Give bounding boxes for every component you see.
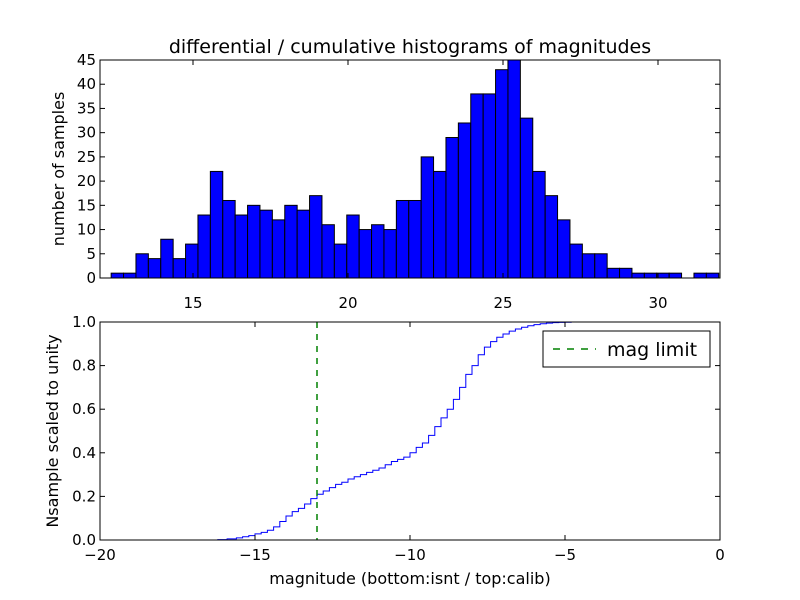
histogram-bar xyxy=(135,253,149,279)
histogram-bar xyxy=(346,214,360,279)
histogram-bar xyxy=(433,170,447,279)
cumulative-ticks: −20 −15 −10 −5 0 0.0 0.2 0.4 0.6 0.8 1.0 xyxy=(72,313,725,564)
histogram-y-tick-label: 10 xyxy=(77,221,96,239)
cumulative-y-tick-label: 0.2 xyxy=(72,487,96,505)
cumulative-x-tick-label: −15 xyxy=(239,546,271,564)
cumulative-y-tick-label: 0.8 xyxy=(72,357,96,375)
cumulative-panel: −20 −15 −10 −5 0 0.0 0.2 0.4 0.6 0.8 1.0 Nsample s… xyxy=(43,313,725,588)
histogram-bar xyxy=(160,238,174,279)
cumulative-y-tick-label: 0.6 xyxy=(72,400,96,418)
histogram-y-tick-label: 30 xyxy=(77,124,96,142)
histogram-bar xyxy=(172,258,187,279)
chart-title: differential / cumulative histograms of … xyxy=(169,36,651,58)
cumulative-y-tick-label: 1.0 xyxy=(72,313,96,331)
histogram-y-tick-label: 20 xyxy=(77,172,96,190)
histogram-panel: differential / cumulative histograms of … xyxy=(49,36,721,312)
histogram-x-tick-label: 20 xyxy=(338,294,357,312)
cumulative-step-line xyxy=(100,321,721,541)
cumulative-x-tick-label: −20 xyxy=(84,546,116,564)
histogram-bar xyxy=(457,122,472,279)
cumulative-lines xyxy=(100,321,721,541)
histogram-bar xyxy=(470,93,484,279)
cumulative-x-tick-label: −5 xyxy=(554,546,576,564)
cumulative-x-label: magnitude (bottom:isnt / top:calib) xyxy=(269,569,550,588)
histogram-y-tick-label: 5 xyxy=(86,245,96,263)
histogram-bar xyxy=(123,272,137,279)
cumulative-x-tick-label: −10 xyxy=(394,546,426,564)
histogram-bar xyxy=(445,137,459,279)
histogram-bar xyxy=(519,117,534,279)
histogram-y-tick-label: 15 xyxy=(77,196,96,214)
histogram-bar xyxy=(395,199,410,279)
histogram-bar xyxy=(619,267,633,279)
histogram-bar xyxy=(333,243,348,279)
histogram-bar xyxy=(296,209,311,279)
histogram-bar xyxy=(209,170,224,279)
histogram-y-tick-label: 0 xyxy=(86,269,96,287)
histogram-bar xyxy=(197,214,211,279)
histogram-bar xyxy=(569,243,583,279)
histogram-bar xyxy=(147,258,162,279)
histogram-bar xyxy=(420,156,435,279)
cumulative-y-label: Nsample scaled to unity xyxy=(43,334,62,527)
histogram-bar xyxy=(631,272,645,279)
histogram-bar xyxy=(668,272,683,279)
histogram-y-tick-label: 35 xyxy=(77,99,96,117)
histogram-bar xyxy=(482,93,497,279)
histogram-bar xyxy=(358,229,373,279)
histogram-bar xyxy=(594,253,608,279)
histogram-axes-frame xyxy=(99,59,721,279)
histogram-bar xyxy=(693,272,707,279)
histogram-y-tick-label: 40 xyxy=(77,75,96,93)
histogram-bar xyxy=(259,209,273,279)
histogram-bar xyxy=(321,224,335,279)
histogram-bar xyxy=(222,199,236,279)
legend: mag limit xyxy=(542,330,711,368)
histogram-y-tick-label: 45 xyxy=(77,51,96,69)
histogram-x-tick-label: 30 xyxy=(648,294,667,312)
histogram-bar xyxy=(271,219,286,279)
histogram-bar xyxy=(705,272,720,279)
histogram-bar xyxy=(284,204,298,279)
legend-mag-limit-label: mag limit xyxy=(607,339,697,361)
histogram-bar xyxy=(656,272,670,279)
histogram-bar xyxy=(185,243,199,279)
histogram-y-tick-label: 25 xyxy=(77,148,96,166)
cumulative-y-tick-label: 0.0 xyxy=(72,531,96,549)
histogram-bar xyxy=(507,59,521,279)
histogram-bar xyxy=(643,272,658,279)
histogram-bar xyxy=(532,170,546,279)
histogram-bar xyxy=(544,195,559,279)
histogram-x-tick-label: 25 xyxy=(493,294,512,312)
histogram-bar xyxy=(557,219,571,279)
histogram-bar xyxy=(247,204,261,279)
cumulative-axes-frame xyxy=(99,321,721,541)
histogram-bar xyxy=(371,224,385,279)
cumulative-y-tick-label: 0.4 xyxy=(72,444,96,462)
histogram-bar xyxy=(110,272,125,279)
histogram-bar xyxy=(408,199,422,279)
histogram-bar xyxy=(495,69,509,279)
histogram-bar xyxy=(309,195,323,279)
histogram-bar xyxy=(383,229,397,279)
histogram-bar xyxy=(581,253,596,279)
histogram-bar xyxy=(606,267,621,279)
histogram-x-tick-label: 15 xyxy=(183,294,202,312)
histogram-y-label: number of samples xyxy=(49,92,68,247)
cumulative-x-tick-label: 0 xyxy=(715,546,725,564)
histogram-bar xyxy=(234,214,249,279)
